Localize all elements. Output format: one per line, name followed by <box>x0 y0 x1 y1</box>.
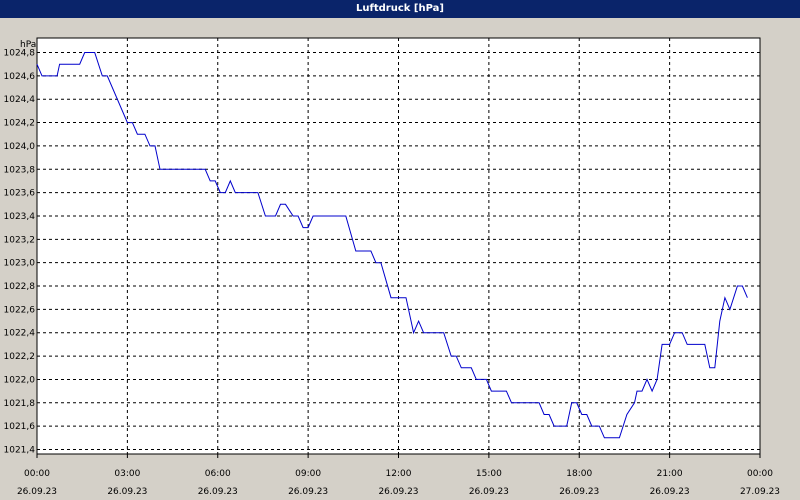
y-tick-label: 1022,4 <box>4 329 36 339</box>
x-tick-time-label: 15:00 <box>476 469 502 479</box>
x-tick-time-label: 18:00 <box>566 469 592 479</box>
plot-area <box>36 37 761 455</box>
y-tick-label: 1024,8 <box>4 49 36 59</box>
y-tick-label: 1022,0 <box>4 375 36 385</box>
pressure-series-line <box>36 52 748 439</box>
x-tick-date-label: 26.09.23 <box>107 487 147 497</box>
x-tick-date-label: 26.09.23 <box>469 487 509 497</box>
y-tick-label: 1024,4 <box>4 95 36 105</box>
x-tick-date-label: 26.09.23 <box>288 487 328 497</box>
x-tick-date-label: 26.09.23 <box>17 487 57 497</box>
y-tick-label: 1024,2 <box>4 119 36 129</box>
pressure-chart: 1024,8 1024,6 1024,4 1024,2 1024,0 1023,8 1023… <box>4 37 780 497</box>
x-tick-date-label: 26.09.23 <box>198 487 238 497</box>
x-tick-time-label: 00:00 <box>747 469 773 479</box>
y-tick-label: 1022,2 <box>4 352 36 362</box>
x-tick-date-label: 26.09.23 <box>378 487 418 497</box>
y-tick-label: 1021,8 <box>4 399 36 409</box>
x-tick-time-label: 00:00 <box>24 469 50 479</box>
x-tick-time-label: 03:00 <box>114 469 140 479</box>
y-axis: 1024,8 1024,6 1024,4 1024,2 1024,0 1023,8 1023… <box>4 49 36 456</box>
x-tick-time-label: 12:00 <box>386 469 412 479</box>
y-tick-label: 1023,0 <box>4 259 36 269</box>
x-tick-time-label: 21:00 <box>657 469 683 479</box>
y-axis-label: hPa <box>20 40 36 50</box>
grid <box>37 38 760 454</box>
y-tick-label: 1024,6 <box>4 72 36 82</box>
chart-title: Luftdruck [hPa] <box>0 0 800 18</box>
y-tick-label: 1023,4 <box>4 212 36 222</box>
y-tick-label: 1021,4 <box>4 446 36 456</box>
y-tick-label: 1023,2 <box>4 235 36 245</box>
x-tick-time-label: 06:00 <box>205 469 231 479</box>
x-tick-time-label: 09:00 <box>295 469 321 479</box>
y-tick-label: 1024,0 <box>4 142 36 152</box>
y-tick-label: 1021,6 <box>4 422 36 432</box>
x-axis: 00:00 26.09.23 03:00 26.09.23 06:00 26.09.23 0… <box>17 454 780 497</box>
y-tick-label: 1022,8 <box>4 282 36 292</box>
y-tick-label: 1022,6 <box>4 305 36 315</box>
y-tick-label: 1023,6 <box>4 189 36 199</box>
x-tick-date-label: 27.09.23 <box>740 487 780 497</box>
x-tick-date-label: 26.09.23 <box>650 487 690 497</box>
x-tick-date-label: 26.09.23 <box>559 487 599 497</box>
y-tick-label: 1023,8 <box>4 165 36 175</box>
